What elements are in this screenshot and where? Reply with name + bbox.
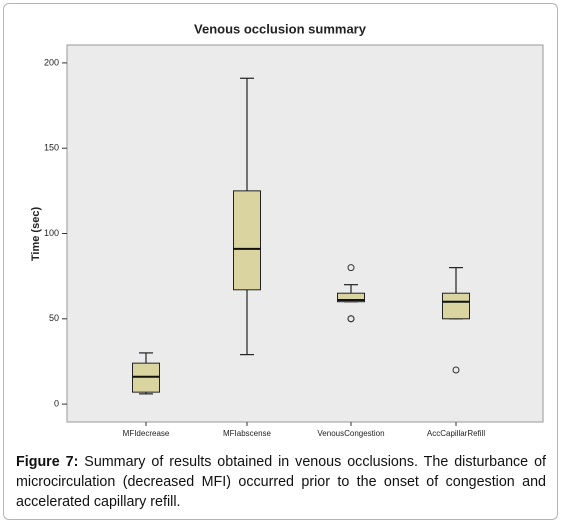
box xyxy=(233,190,261,291)
chart-title: Venous occlusion summary xyxy=(194,21,367,36)
y-axis-label: Time (sec) xyxy=(30,207,42,262)
chart: Venous occlusion summary Time (sec) 0 50 1… xyxy=(30,21,544,438)
caption-text: Summary of results obtained in venous oc… xyxy=(16,454,546,510)
y-tick-label: 50 xyxy=(49,313,59,323)
box xyxy=(337,292,365,303)
outlier xyxy=(347,315,355,323)
x-tick-label: MFIdecrease xyxy=(123,429,170,438)
caption: Figure 7: Summary of results obtained in… xyxy=(16,452,546,512)
x-tick-label: VenousCongestion xyxy=(317,429,384,438)
figure-border xyxy=(3,3,558,520)
y-tick-label: 150 xyxy=(44,143,59,153)
y-tick-label: 200 xyxy=(44,57,59,67)
outlier xyxy=(452,366,460,374)
x-tick-label: AccCapillarRefill xyxy=(427,429,485,438)
x-tick-label: MFIabscense xyxy=(223,429,272,438)
caption-label: Figure 7: xyxy=(16,454,79,470)
y-tick-label: 0 xyxy=(54,398,59,408)
box xyxy=(442,292,470,320)
outlier xyxy=(347,264,355,272)
y-tick-label: 100 xyxy=(44,228,59,238)
